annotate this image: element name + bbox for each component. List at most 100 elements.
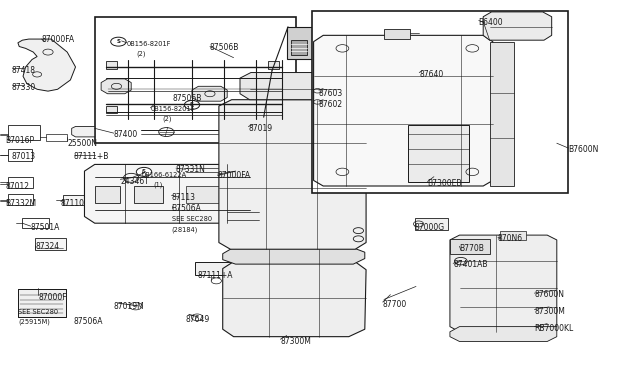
- Text: 87300M: 87300M: [534, 307, 565, 316]
- Text: 87000FA: 87000FA: [42, 35, 75, 44]
- Bar: [415, 218, 448, 230]
- Bar: [450, 239, 490, 254]
- Bar: [46, 134, 67, 141]
- Polygon shape: [72, 126, 95, 137]
- Bar: [8, 125, 40, 140]
- Bar: [106, 61, 117, 69]
- Text: 25500N: 25500N: [67, 139, 97, 148]
- Polygon shape: [314, 35, 493, 186]
- Text: 87330: 87330: [12, 83, 36, 92]
- Text: 87640: 87640: [419, 70, 444, 79]
- Text: 87013: 87013: [12, 153, 36, 161]
- Text: 87111+A: 87111+A: [197, 271, 232, 280]
- Polygon shape: [101, 79, 131, 94]
- Text: B770B: B770B: [460, 244, 484, 253]
- Polygon shape: [240, 119, 274, 135]
- Text: 87602: 87602: [319, 100, 343, 109]
- Bar: [95, 17, 296, 143]
- Text: 87111+B: 87111+B: [74, 153, 109, 161]
- Bar: [35, 238, 66, 250]
- Circle shape: [111, 37, 126, 46]
- Bar: [18, 289, 66, 317]
- Bar: [106, 106, 117, 113]
- Text: 87000F: 87000F: [38, 293, 67, 302]
- Bar: [18, 289, 66, 317]
- Bar: [500, 231, 526, 240]
- Circle shape: [184, 100, 200, 109]
- Text: 87113: 87113: [172, 193, 196, 202]
- Text: 87506B: 87506B: [173, 94, 202, 103]
- Text: 87019M: 87019M: [114, 302, 145, 311]
- Text: B6400: B6400: [479, 18, 503, 27]
- Text: S: S: [142, 169, 146, 174]
- Text: 87400: 87400: [114, 130, 138, 139]
- Polygon shape: [192, 86, 227, 101]
- Text: S: S: [190, 102, 194, 108]
- Text: 0B166-6122A: 0B166-6122A: [142, 172, 188, 178]
- Text: SEE SEC280: SEE SEC280: [18, 309, 58, 315]
- Text: 87012: 87012: [5, 182, 29, 191]
- Polygon shape: [84, 164, 259, 223]
- Bar: [8, 177, 33, 188]
- Text: B7300EB: B7300EB: [428, 179, 462, 187]
- Text: 87418: 87418: [12, 66, 35, 75]
- Text: SEE SEC280: SEE SEC280: [172, 217, 212, 222]
- Text: B7506A: B7506A: [172, 204, 202, 213]
- Text: 87324: 87324: [35, 242, 60, 251]
- Bar: [384, 29, 410, 39]
- Text: 87700: 87700: [383, 300, 407, 309]
- Bar: [490, 42, 514, 186]
- Text: 24346T: 24346T: [120, 177, 149, 186]
- Text: 87300M: 87300M: [280, 337, 311, 346]
- Bar: [291, 40, 307, 55]
- Bar: [186, 186, 221, 203]
- Bar: [22, 218, 49, 228]
- Text: 87110: 87110: [61, 199, 84, 208]
- Bar: [227, 200, 262, 228]
- Bar: [134, 186, 163, 203]
- Text: 87506B: 87506B: [210, 43, 239, 52]
- Polygon shape: [450, 235, 557, 332]
- Bar: [408, 125, 469, 182]
- Text: 87401AB: 87401AB: [453, 260, 488, 269]
- Polygon shape: [223, 260, 366, 337]
- Text: (2): (2): [136, 51, 146, 57]
- Bar: [195, 262, 237, 275]
- Bar: [95, 186, 120, 203]
- Text: (25915M): (25915M): [18, 318, 50, 325]
- Text: (2): (2): [162, 116, 172, 122]
- Text: B7600N: B7600N: [568, 145, 598, 154]
- Text: RB7000KL: RB7000KL: [534, 324, 573, 333]
- Text: 87331N: 87331N: [176, 165, 206, 174]
- Bar: [63, 195, 92, 205]
- Text: 87600N: 87600N: [534, 290, 564, 299]
- Circle shape: [136, 167, 152, 176]
- Text: 87603: 87603: [319, 89, 343, 98]
- Polygon shape: [483, 12, 552, 40]
- Bar: [268, 61, 279, 69]
- Text: (28184): (28184): [172, 227, 198, 233]
- Polygon shape: [223, 247, 365, 264]
- Bar: [8, 149, 32, 161]
- Bar: [8, 194, 33, 205]
- Text: 0B156-8201F: 0B156-8201F: [127, 41, 171, 47]
- Text: 87019: 87019: [248, 124, 273, 133]
- Polygon shape: [450, 327, 557, 341]
- Text: 87000FA: 87000FA: [218, 171, 251, 180]
- Text: 87649: 87649: [186, 315, 210, 324]
- Bar: [312, 11, 568, 193]
- Text: (1): (1): [154, 182, 163, 188]
- Text: S: S: [116, 39, 120, 44]
- Polygon shape: [18, 39, 76, 91]
- Text: 87000G: 87000G: [415, 223, 445, 232]
- Polygon shape: [219, 100, 366, 249]
- Text: 870N6: 870N6: [498, 234, 523, 243]
- Text: 0B156-8201F: 0B156-8201F: [150, 106, 195, 112]
- Text: B7332M: B7332M: [5, 199, 36, 208]
- Bar: [287, 27, 322, 59]
- Text: 87506A: 87506A: [74, 317, 103, 326]
- Text: 87501A: 87501A: [31, 223, 60, 232]
- Text: B7016P: B7016P: [5, 136, 35, 145]
- Polygon shape: [240, 73, 349, 100]
- Bar: [268, 106, 279, 113]
